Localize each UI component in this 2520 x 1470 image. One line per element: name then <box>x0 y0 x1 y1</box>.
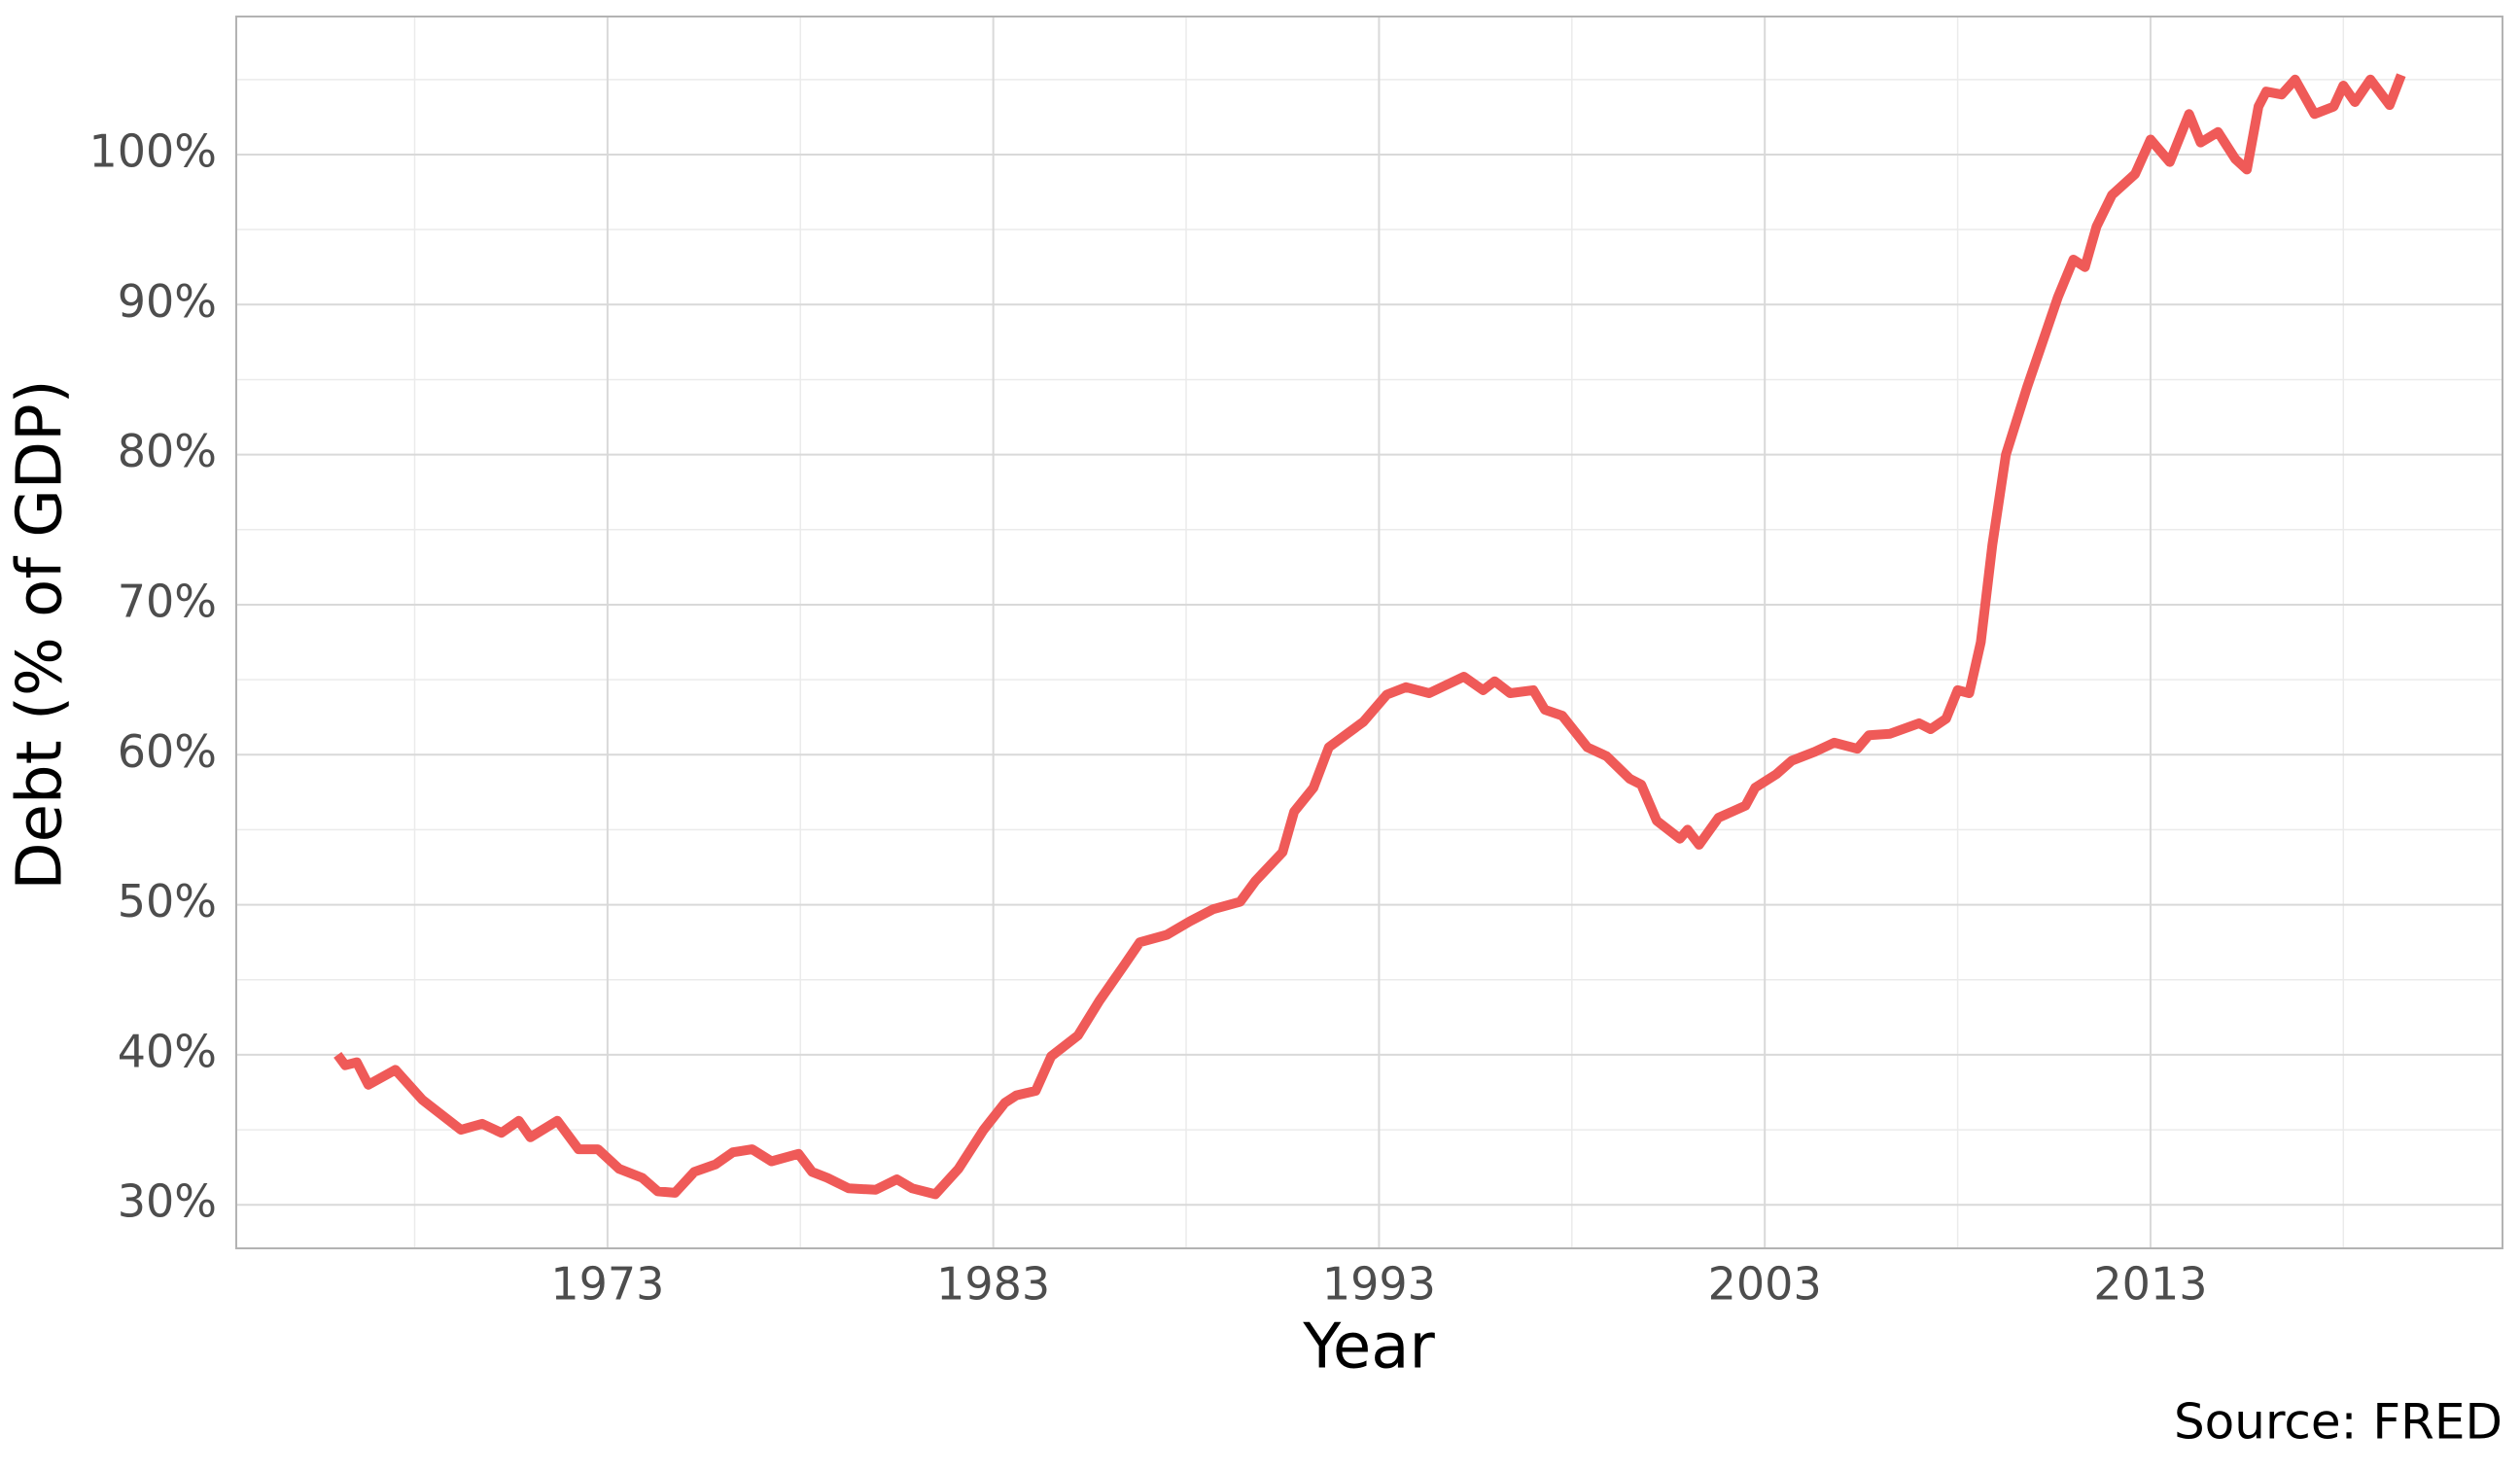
y-axis-title: Debt (% of GDP) <box>5 379 77 890</box>
x-tick-label: 2013 <box>2093 1258 2207 1311</box>
y-tick-label: 80% <box>118 425 217 477</box>
y-tick-label: 40% <box>118 1025 217 1077</box>
x-tick-label: 1983 <box>936 1258 1050 1311</box>
y-tick-label: 90% <box>118 275 217 328</box>
y-tick-label: 100% <box>88 124 217 177</box>
x-tick-label: 1993 <box>1322 1258 1436 1311</box>
x-axis-title: Year <box>1302 1312 1435 1383</box>
data-line <box>333 73 2406 1200</box>
grid <box>236 17 2502 1248</box>
labels: 30% 40% 50% 60% 70% 80% 90% 100% 1973 1983 1993 200… <box>88 124 2207 1310</box>
panel-border <box>235 16 2503 1249</box>
x-tick-label: 1973 <box>550 1258 664 1311</box>
caption: Source: FRED <box>2174 1394 2502 1451</box>
y-tick-label: 60% <box>118 725 217 778</box>
y-tick-label: 50% <box>118 875 217 928</box>
y-tick-label: 30% <box>118 1175 217 1228</box>
y-tick-label: 70% <box>118 575 217 627</box>
x-tick-label: 2003 <box>1708 1258 1822 1311</box>
marks <box>333 73 2406 1200</box>
